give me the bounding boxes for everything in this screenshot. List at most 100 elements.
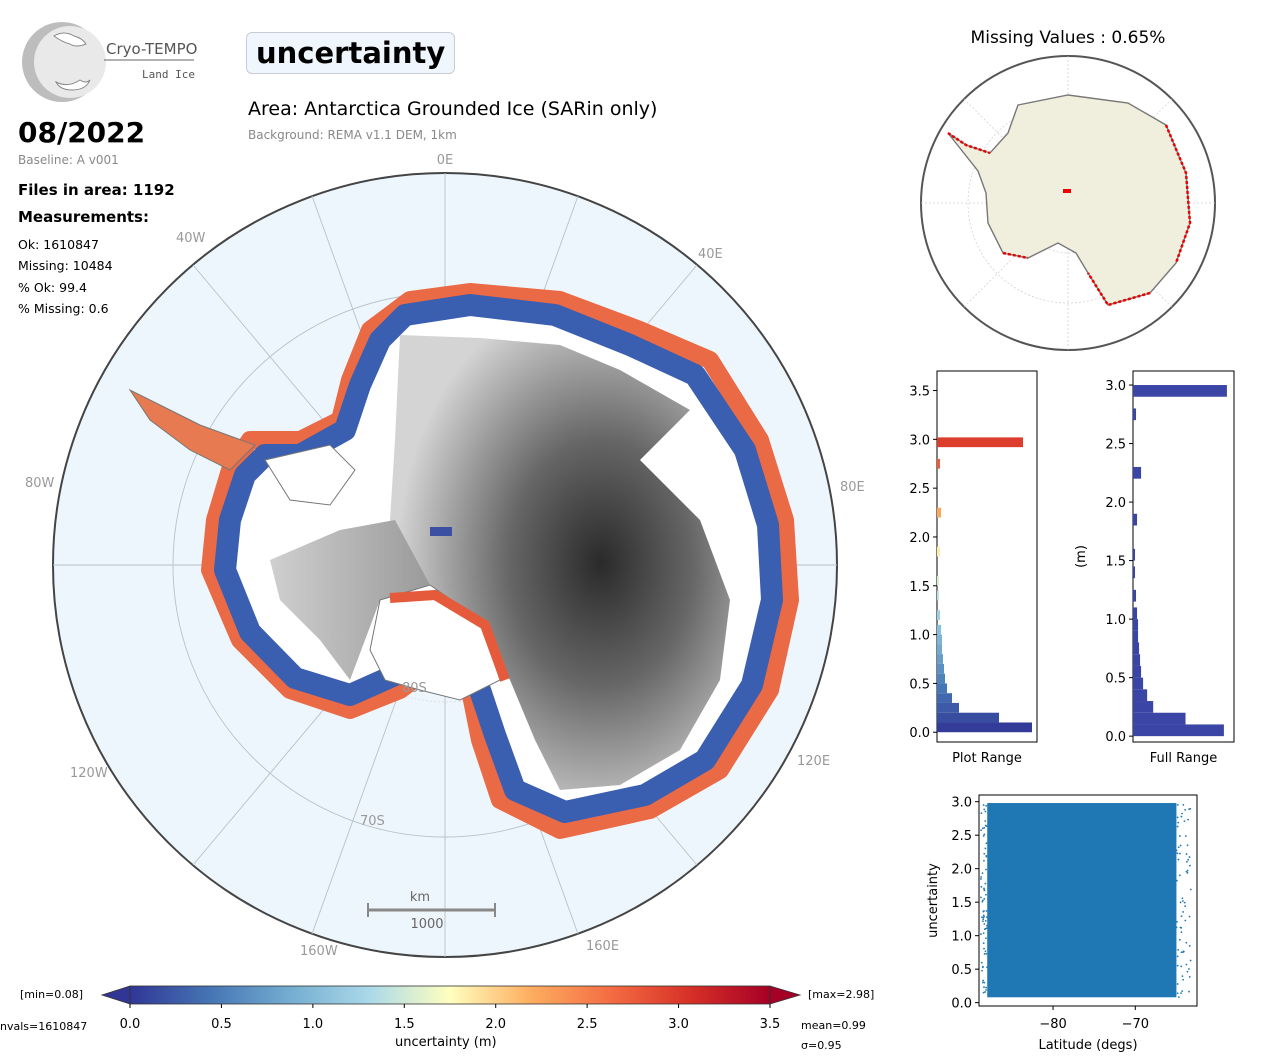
scatter-point <box>1185 941 1188 944</box>
scatter-point <box>982 932 985 935</box>
scatter-point <box>984 991 986 993</box>
plot-range-histogram-bar <box>937 458 940 469</box>
colorbar-axis-label: uncertainty (m) <box>395 1035 497 1050</box>
full-range-histogram-bar <box>1133 654 1141 666</box>
logo-subtitle: Land Ice <box>142 68 195 81</box>
colorbar-min-extension <box>100 985 131 1005</box>
colorbar-mean-label: mean=0.99 <box>801 1019 866 1032</box>
scatter-point <box>981 981 984 984</box>
scatter-point <box>984 950 987 953</box>
plot-range-histogram-bar <box>937 610 940 620</box>
scatter-point <box>1177 996 1180 999</box>
baseline-label: Baseline: A v001 <box>18 153 119 167</box>
plot-range-histogram-bar <box>937 634 942 645</box>
scatter-point <box>1178 874 1181 877</box>
scatter-point <box>1177 948 1180 951</box>
y-tick-label: 2.5 <box>1105 438 1126 453</box>
full-range-histogram-bar <box>1133 385 1227 397</box>
scatter-point <box>1180 965 1183 968</box>
scatter-point <box>1179 844 1182 847</box>
y-tick-label: 1.5 <box>1105 555 1126 570</box>
plot-range-histogram-xlabel: Plot Range <box>952 751 1022 766</box>
scatter-point <box>986 916 988 919</box>
scatter-point <box>1180 992 1182 994</box>
lat-label-70s: 70S <box>360 814 385 829</box>
y-tick-label: 0.0 <box>1105 730 1126 745</box>
colorbar-max-extension <box>769 985 802 1005</box>
scatter-point <box>981 966 984 969</box>
scatter-point <box>983 888 986 891</box>
y-tick-label: 2.5 <box>909 482 930 497</box>
cryo-tempo-logo <box>18 16 208 108</box>
scatter-point <box>981 969 983 972</box>
scatter-point <box>1176 825 1179 828</box>
scatter-point <box>982 918 985 921</box>
scatter-point-cloud <box>987 803 1177 998</box>
lon-label-120e: 120E <box>797 754 830 769</box>
scatter-point <box>982 835 985 837</box>
scatter-point <box>985 927 988 930</box>
scatter-point <box>1182 911 1185 913</box>
lon-label-40w: 40W <box>176 231 206 246</box>
inset-missing-points <box>947 124 1192 307</box>
x-tick-label: −70 <box>1122 1017 1149 1032</box>
date-label: 08/2022 <box>18 116 146 149</box>
full-range-histogram-bar <box>1133 724 1224 737</box>
scatter-point <box>1189 959 1192 962</box>
pole-data-patch <box>430 527 452 536</box>
scatter-point <box>982 920 984 923</box>
scatter-point <box>1179 926 1182 929</box>
scatter-point <box>985 937 987 940</box>
colorbar-gradient <box>129 985 771 1005</box>
scatter-point <box>1188 856 1191 858</box>
scatter-point <box>1186 970 1189 973</box>
ross-edge-red <box>389 589 510 682</box>
scatter-point <box>1176 955 1179 958</box>
scatter-point <box>1176 992 1179 995</box>
lon-label-80w: 80W <box>25 476 55 491</box>
full-range-histogram-bar <box>1133 408 1137 421</box>
plot-range-histogram-bar <box>937 712 999 723</box>
lon-label-40e: 40E <box>698 247 723 262</box>
scatter-point <box>1182 978 1185 981</box>
scatter-point <box>981 900 984 903</box>
stat-ok: Ok: 1610847 <box>18 237 99 252</box>
plot-range-histogram-bar <box>937 576 939 586</box>
scatter-point <box>984 927 987 930</box>
stat-percent-missing: % Missing: 0.6 <box>18 301 109 316</box>
scatter-point <box>983 859 985 862</box>
colorbar-sigma-label: σ=0.95 <box>801 1039 842 1052</box>
scatter-point <box>985 804 988 807</box>
full-range-histogram-bar <box>1133 689 1148 702</box>
ronne-ice-shelf <box>264 444 356 506</box>
scatter-point <box>1176 816 1179 819</box>
scatter-point <box>1186 860 1188 863</box>
measurements-title: Measurements: <box>18 208 149 226</box>
scatter-point <box>1183 901 1186 904</box>
scatter-point <box>983 923 986 925</box>
plot-range-histogram-bar <box>937 590 939 601</box>
scatter-point <box>1187 818 1189 821</box>
lat-label-80s: 80S <box>402 681 427 696</box>
scatter-point <box>980 876 983 878</box>
scatter-point <box>1175 926 1178 929</box>
scatter-point <box>983 887 985 890</box>
colorbar-tick-label: 1.0 <box>303 1017 324 1032</box>
scatter-point <box>985 842 988 845</box>
scatter-point <box>1188 968 1190 970</box>
scatter-point <box>1176 964 1179 967</box>
full-range-histogram-bar <box>1133 607 1138 620</box>
scatter-point <box>984 847 987 850</box>
scatter-point <box>1176 852 1179 855</box>
scatter-point <box>982 804 985 806</box>
scatter-point <box>1184 919 1187 922</box>
y-tick-label: 3.0 <box>909 433 930 448</box>
full-range-histogram-bar <box>1133 712 1186 725</box>
scatter-point <box>985 910 988 912</box>
scatter-point <box>985 825 988 828</box>
scatter-point <box>984 919 987 922</box>
scatter-point <box>980 885 983 888</box>
y-tick-label: 2.0 <box>909 531 930 546</box>
y-tick-label: 1.0 <box>1105 613 1126 628</box>
full-range-histogram-bar <box>1133 701 1154 713</box>
